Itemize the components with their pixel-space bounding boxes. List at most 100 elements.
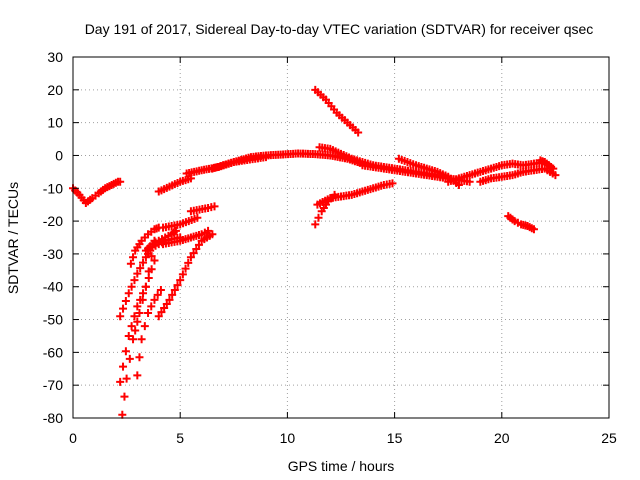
data-point xyxy=(168,290,177,299)
series-arc-6 xyxy=(133,286,165,380)
data-point xyxy=(116,377,125,386)
data-point xyxy=(150,256,159,265)
chart-title: Day 191 of 2017, Sidereal Day-to-day VTE… xyxy=(85,21,594,37)
series-arc-17 xyxy=(313,179,397,209)
data-point xyxy=(154,312,163,321)
data-point xyxy=(388,179,397,188)
y-tick-label: -60 xyxy=(43,344,63,360)
series-arc-4 xyxy=(118,236,159,419)
y-tick-label: 30 xyxy=(47,49,63,65)
y-tick-label: -70 xyxy=(43,377,63,393)
data-point xyxy=(130,312,139,321)
axis-ticks xyxy=(72,56,610,419)
data-point xyxy=(127,322,136,331)
data-point xyxy=(156,286,165,295)
y-tick-labels: 30 20 10 0 -10 -20 -30 -40 -50 -60 -70 -80 xyxy=(43,49,63,426)
x-tick-labels: 0 5 10 15 20 25 xyxy=(69,430,617,446)
y-tick-label: -80 xyxy=(43,410,63,426)
series-arc-10 xyxy=(159,213,202,232)
x-tick-label: 20 xyxy=(494,430,510,446)
data-point xyxy=(136,264,145,273)
data-point xyxy=(118,410,127,419)
data-point xyxy=(311,220,320,229)
data-point xyxy=(139,258,148,267)
data-point xyxy=(170,286,179,295)
x-tick-label: 0 xyxy=(69,430,77,446)
data-point xyxy=(129,253,138,262)
grid-lines xyxy=(73,57,609,418)
data-point xyxy=(131,326,140,335)
y-tick-label: 0 xyxy=(55,147,63,163)
data-point xyxy=(157,308,166,317)
data-point xyxy=(171,226,180,235)
data-point xyxy=(140,322,149,331)
data-point xyxy=(184,258,193,267)
data-point xyxy=(121,347,130,356)
data-point xyxy=(194,240,203,249)
data-point xyxy=(189,249,198,258)
series-arc-24 xyxy=(504,212,538,234)
data-point xyxy=(135,353,144,362)
series-arc-1 xyxy=(69,177,125,208)
data-points xyxy=(69,85,560,419)
data-point xyxy=(137,335,146,344)
series-arc-5 xyxy=(126,223,163,268)
data-point xyxy=(133,371,142,380)
data-point xyxy=(121,296,130,305)
series-arc-9 xyxy=(159,226,213,249)
data-point xyxy=(192,244,201,253)
data-point xyxy=(116,312,125,321)
plot-border xyxy=(72,56,610,419)
data-point xyxy=(119,362,128,371)
data-point xyxy=(133,317,142,326)
y-tick-label: -30 xyxy=(43,246,63,262)
data-point xyxy=(160,304,169,313)
data-point xyxy=(529,225,538,234)
data-point xyxy=(135,308,144,317)
series-arc-12 xyxy=(186,202,219,216)
y-tick-label: -50 xyxy=(43,312,63,328)
y-tick-label: -20 xyxy=(43,213,63,229)
data-point xyxy=(204,226,213,235)
data-point xyxy=(129,335,138,344)
data-point xyxy=(133,302,142,311)
data-point xyxy=(133,269,142,278)
series-arc-15 xyxy=(311,85,363,137)
series-arc-11 xyxy=(154,174,195,196)
x-axis-label: GPS time / hours xyxy=(288,458,395,474)
data-point xyxy=(186,253,195,262)
data-point xyxy=(125,354,134,363)
x-tick-label: 25 xyxy=(601,430,617,446)
data-point xyxy=(119,304,128,313)
data-point xyxy=(124,289,133,298)
x-tick-label: 15 xyxy=(387,430,403,446)
data-point xyxy=(181,264,190,273)
series-arc-22 xyxy=(476,164,560,186)
data-point xyxy=(144,308,153,317)
data-point xyxy=(116,177,125,186)
x-tick-label: 10 xyxy=(280,430,296,446)
data-point xyxy=(354,128,363,137)
data-point xyxy=(122,374,131,383)
series-arc-8 xyxy=(154,230,217,321)
data-point xyxy=(210,202,219,211)
data-point xyxy=(551,171,560,180)
data-point xyxy=(165,295,174,304)
y-tick-label: 10 xyxy=(47,115,63,131)
data-point xyxy=(549,164,558,173)
y-tick-label: -40 xyxy=(43,279,63,295)
data-point xyxy=(176,276,185,285)
data-point xyxy=(126,259,135,268)
y-tick-label: -10 xyxy=(43,180,63,196)
data-point xyxy=(193,213,202,222)
data-point xyxy=(150,295,159,304)
data-point xyxy=(130,276,139,285)
series-arc-23 xyxy=(536,156,558,173)
data-point xyxy=(141,282,150,291)
y-axis-label: SDTVAR / TECUs xyxy=(5,182,21,294)
data-point xyxy=(127,282,136,291)
data-point xyxy=(144,267,153,276)
data-point xyxy=(147,252,156,261)
data-point xyxy=(153,290,162,299)
data-point xyxy=(120,392,129,401)
